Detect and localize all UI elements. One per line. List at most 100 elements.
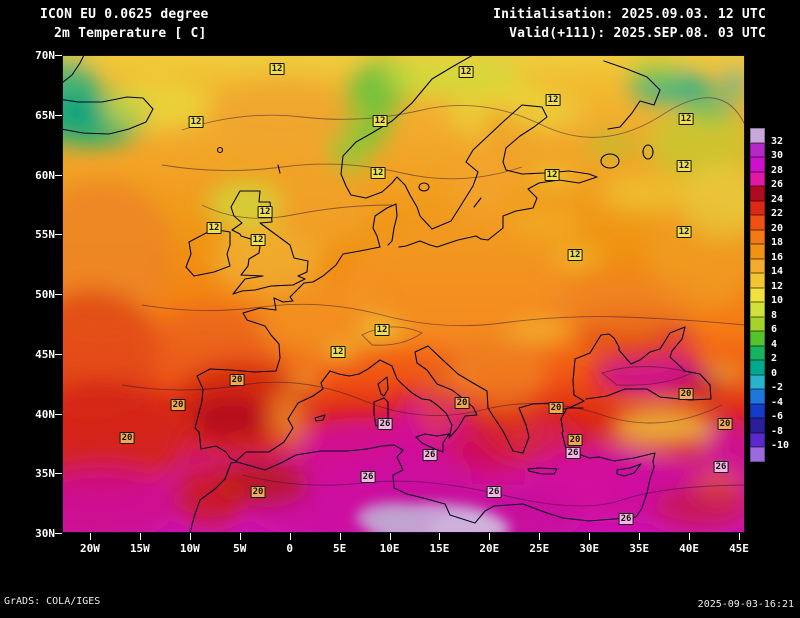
faroe-islands-coastline xyxy=(216,146,224,154)
kola-white-sea-coastline xyxy=(603,60,661,130)
coastlines xyxy=(62,55,712,533)
contour-label: 20 xyxy=(229,374,245,386)
contour-label: 20 xyxy=(250,486,266,498)
colorbar-label: 24 xyxy=(771,193,784,205)
mallorca-coastline xyxy=(314,414,326,422)
lake-vanern-outline xyxy=(418,182,430,192)
lon-tick-mark xyxy=(289,533,291,540)
contour-label: 12 xyxy=(206,222,222,234)
lat-tick-mark xyxy=(55,533,62,534)
lat-tick-label: 35N xyxy=(35,467,55,481)
colorbar-segment xyxy=(750,273,765,288)
colorbar-label: -6 xyxy=(771,411,784,423)
colorbar-label: 6 xyxy=(771,324,778,336)
plot-timestamp: 2025-09-03-16:21 xyxy=(697,599,794,610)
lon-tick-label: 25E xyxy=(529,542,550,555)
contour-label: 12 xyxy=(545,94,561,106)
lon-tick-mark xyxy=(639,533,641,540)
colorbar-label: -2 xyxy=(771,382,784,394)
contour-label: 20 xyxy=(717,418,733,430)
lat-tick-mark xyxy=(55,114,62,116)
mainland-europe-coastline xyxy=(194,246,712,462)
colorbar-label: -10 xyxy=(771,440,790,452)
sicily-coastline xyxy=(415,433,450,453)
colorbar-segment xyxy=(750,447,765,462)
lake-ladoga-outline xyxy=(600,153,620,169)
lon-tick-mark xyxy=(739,533,740,540)
iceland-coastline xyxy=(62,96,154,135)
contour-label: 12 xyxy=(678,113,694,125)
contour-label: 12 xyxy=(544,169,560,181)
contour-label: 20 xyxy=(548,402,564,414)
great-britain-coastline xyxy=(230,190,309,295)
gotland-coastline xyxy=(473,197,482,208)
colorbar-segment xyxy=(750,432,765,448)
cyprus-coastline xyxy=(616,463,642,477)
colorbar-segment xyxy=(750,142,765,158)
colorbar-label: 30 xyxy=(771,150,784,162)
contour-label: 12 xyxy=(370,167,386,179)
map-plot-area: 12 12 12 12 12 12 12 12 12 12 12 12 12 12 12 12 20 20 20 20… xyxy=(62,55,745,533)
contour-label: 26 xyxy=(565,447,581,459)
colorbar-label: -8 xyxy=(771,425,784,437)
contour-label: 20 xyxy=(454,397,470,409)
colorbar-label: 10 xyxy=(771,295,784,307)
contour-label: 20 xyxy=(678,388,694,400)
lat-tick-mark xyxy=(55,413,62,415)
model-title: ICON EU 0.0625 degree xyxy=(40,7,209,22)
lon-tick-label: 45E xyxy=(729,542,749,555)
colorbar-label: 8 xyxy=(771,309,778,321)
colorbar-segment xyxy=(750,403,765,419)
lon-tick-label: 40E xyxy=(679,542,700,555)
contour-labels-layer: 12 12 12 12 12 12 12 12 12 12 12 12 12 12 12 12 20 20 20 20… xyxy=(62,55,745,533)
denmark-coastline xyxy=(372,203,398,248)
colorbar-segment xyxy=(750,215,765,230)
lat-tick-label: 65N xyxy=(35,108,55,122)
colorbar xyxy=(749,127,766,463)
lat-tick-label: 40N xyxy=(35,407,55,421)
colorbar-label: 0 xyxy=(771,367,778,379)
contour-label: 20 xyxy=(567,434,583,446)
lat-tick-label: 70N xyxy=(35,49,55,62)
init-time-label: Initialisation: 2025.09.03. 12 UTC xyxy=(493,7,766,22)
lon-tick-mark xyxy=(489,533,491,540)
lon-tick-label: 20W xyxy=(80,542,100,555)
contour-label: 12 xyxy=(188,116,204,128)
colorbar-label: 4 xyxy=(771,338,778,350)
colorbar-label: -4 xyxy=(771,396,784,408)
contour-label: 12 xyxy=(374,324,390,336)
colorbar-segment xyxy=(750,171,765,187)
lat-tick-label: 55N xyxy=(35,228,55,242)
lat-tick-mark xyxy=(55,174,62,176)
variable-title: 2m Temperature [ C] xyxy=(54,26,207,41)
sahara-hot-region xyxy=(356,502,510,533)
lon-tick-label: 35E xyxy=(629,542,650,555)
shetland-coastline xyxy=(277,164,281,174)
contour-lines xyxy=(121,97,745,507)
contour-label: 26 xyxy=(377,418,393,430)
contour-label: 26 xyxy=(486,486,502,498)
contour-label: 12 xyxy=(676,160,692,172)
contour-label: 20 xyxy=(170,399,186,411)
lat-tick-mark xyxy=(55,294,62,295)
colorbar-label: 32 xyxy=(771,135,784,147)
lon-tick-label: 30E xyxy=(579,542,600,555)
colorbar-segment xyxy=(750,389,765,404)
contour-label: 26 xyxy=(618,513,634,525)
lat-tick-label: 30N xyxy=(35,527,55,540)
lat-tick-label: 60N xyxy=(35,168,55,182)
corsica-coastline xyxy=(377,376,389,397)
colorbar-label: 26 xyxy=(771,179,784,191)
colorbar-segment xyxy=(750,128,765,143)
colorbar-segment xyxy=(750,157,765,172)
lon-tick-mark xyxy=(89,533,91,540)
colorbar-segment xyxy=(750,418,765,433)
colorbar-label: 18 xyxy=(771,237,784,249)
lat-tick-mark xyxy=(55,55,62,56)
lat-tick-mark xyxy=(55,473,62,475)
lon-tick-label: 15W xyxy=(129,542,150,555)
lon-tick-mark xyxy=(339,533,341,540)
temperature-field-blobs xyxy=(62,55,745,533)
colorbar-label: 14 xyxy=(771,266,784,278)
